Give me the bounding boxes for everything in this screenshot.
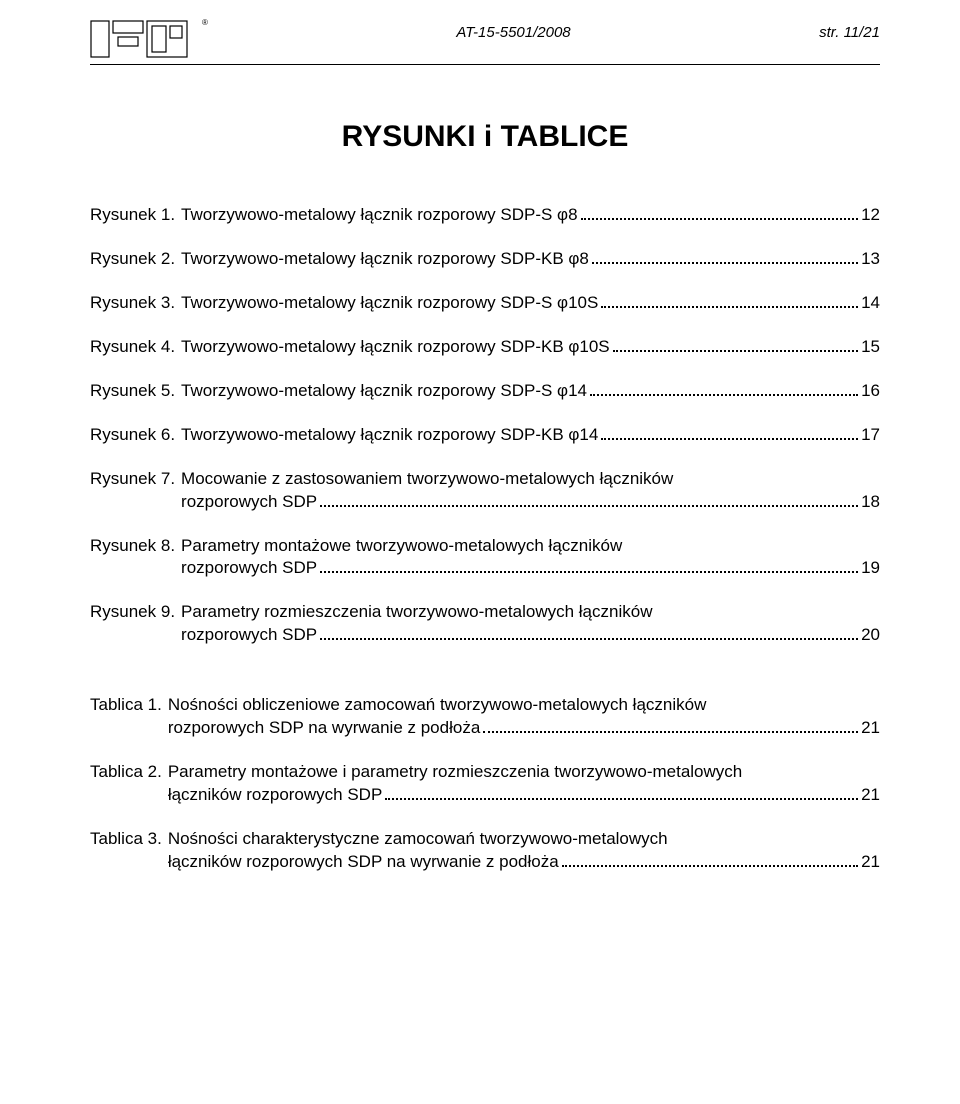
toc-entry: Rysunek 2. Tworzywowo-metalowy łącznik r…	[90, 248, 880, 271]
toc-page: 17	[861, 424, 880, 447]
toc-text: łączników rozporowych SDP	[168, 784, 382, 807]
toc-leader-dots	[613, 338, 858, 352]
logo-icon	[90, 20, 200, 58]
toc-text: Mocowanie z zastosowaniem tworzywowo-met…	[181, 468, 880, 491]
toc-leader-dots	[590, 382, 858, 396]
toc-page: 14	[861, 292, 880, 315]
toc-label: Tablica 3.	[90, 828, 162, 851]
toc-text: Tworzywowo-metalowy łącznik rozporowy SD…	[181, 292, 598, 315]
page-number: str. 11/21	[819, 24, 880, 41]
page-title: RYSUNKI i TABLICE	[90, 120, 880, 154]
toc-leader-dots	[601, 294, 858, 308]
toc-entry: Tablica 1. Nośności obliczeniowe zamocow…	[90, 694, 880, 740]
toc-label: Rysunek 8.	[90, 535, 175, 558]
toc-body: Parametry montażowe i parametry rozmiesz…	[168, 761, 880, 807]
toc-text: Tworzywowo-metalowy łącznik rozporowy SD…	[181, 424, 598, 447]
toc-body: Parametry rozmieszczenia tworzywowo-meta…	[181, 601, 880, 647]
toc-page: 13	[861, 248, 880, 271]
toc-text: Nośności obliczeniowe zamocowań tworzywo…	[168, 694, 880, 717]
toc-text: rozporowych SDP	[181, 491, 317, 514]
toc-text: Parametry montażowe tworzywowo-metalowyc…	[181, 535, 880, 558]
toc-leader-dots	[601, 426, 858, 440]
section-gap	[90, 668, 880, 694]
toc-text: łączników rozporowych SDP na wyrwanie z …	[168, 851, 559, 874]
toc-label: Rysunek 7.	[90, 468, 175, 491]
header-rule	[90, 64, 880, 65]
toc-label: Rysunek 3.	[90, 292, 175, 315]
toc-entry: Tablica 3. Nośności charakterystyczne za…	[90, 828, 880, 874]
toc-page: 16	[861, 380, 880, 403]
toc-text: rozporowych SDP	[181, 557, 317, 580]
toc-leader-dots	[483, 720, 858, 734]
toc-label: Rysunek 4.	[90, 336, 175, 359]
toc-entry: Rysunek 4. Tworzywowo-metalowy łącznik r…	[90, 336, 880, 359]
toc-page: 15	[861, 336, 880, 359]
toc-page: 20	[861, 624, 880, 647]
toc-page: 12	[861, 204, 880, 227]
toc-entry: Rysunek 6. Tworzywowo-metalowy łącznik r…	[90, 424, 880, 447]
toc-body: Mocowanie z zastosowaniem tworzywowo-met…	[181, 468, 880, 514]
toc-label: Rysunek 9.	[90, 601, 175, 624]
toc-text: Tworzywowo-metalowy łącznik rozporowy SD…	[181, 380, 587, 403]
toc-body: Nośności obliczeniowe zamocowań tworzywo…	[168, 694, 880, 740]
toc-label: Rysunek 1.	[90, 204, 175, 227]
toc-body: Parametry montażowe tworzywowo-metalowyc…	[181, 535, 880, 581]
page-header: ® AT-15-5501/2008 str. 11/21	[90, 20, 880, 58]
toc-text: Parametry montażowe i parametry rozmiesz…	[168, 761, 880, 784]
toc-leader-dots	[320, 560, 858, 574]
toc-page: 21	[861, 784, 880, 807]
toc-entry: Tablica 2. Parametry montażowe i paramet…	[90, 761, 880, 807]
document-id: AT-15-5501/2008	[208, 24, 819, 41]
toc-leader-dots	[385, 786, 858, 800]
toc-leader-dots	[562, 853, 858, 867]
toc-label: Tablica 1.	[90, 694, 162, 717]
toc-page: 19	[861, 557, 880, 580]
toc-leader-dots	[320, 493, 858, 507]
toc-entry: Rysunek 1. Tworzywowo-metalowy łącznik r…	[90, 204, 880, 227]
toc-label: Rysunek 6.	[90, 424, 175, 447]
document-page: ® AT-15-5501/2008 str. 11/21 RYSUNKI i T…	[0, 0, 960, 925]
toc-text: Tworzywowo-metalowy łącznik rozporowy SD…	[181, 336, 610, 359]
toc-entry: Rysunek 9. Parametry rozmieszczenia twor…	[90, 601, 880, 647]
toc-page: 21	[861, 717, 880, 740]
toc-leader-dots	[592, 250, 858, 264]
toc-label: Rysunek 5.	[90, 380, 175, 403]
toc-leader-dots	[320, 627, 858, 641]
toc-text: rozporowych SDP	[181, 624, 317, 647]
toc-entry: Rysunek 8. Parametry montażowe tworzywow…	[90, 535, 880, 581]
toc-text: Nośności charakterystyczne zamocowań two…	[168, 828, 880, 851]
logo-wrap: ®	[90, 20, 208, 58]
toc-entry: Rysunek 3. Tworzywowo-metalowy łącznik r…	[90, 292, 880, 315]
toc-entry: Rysunek 5. Tworzywowo-metalowy łącznik r…	[90, 380, 880, 403]
toc-text: Parametry rozmieszczenia tworzywowo-meta…	[181, 601, 880, 624]
toc-leader-dots	[581, 206, 859, 220]
toc-body: Nośności charakterystyczne zamocowań two…	[168, 828, 880, 874]
toc-label: Tablica 2.	[90, 761, 162, 784]
toc-text: Tworzywowo-metalowy łącznik rozporowy SD…	[181, 248, 589, 271]
toc-entry: Rysunek 7. Mocowanie z zastosowaniem two…	[90, 468, 880, 514]
toc-page: 18	[861, 491, 880, 514]
toc-label: Rysunek 2.	[90, 248, 175, 271]
toc-text: Tworzywowo-metalowy łącznik rozporowy SD…	[181, 204, 577, 227]
toc-text: rozporowych SDP na wyrwanie z podłoża	[168, 717, 480, 740]
toc-page: 21	[861, 851, 880, 874]
